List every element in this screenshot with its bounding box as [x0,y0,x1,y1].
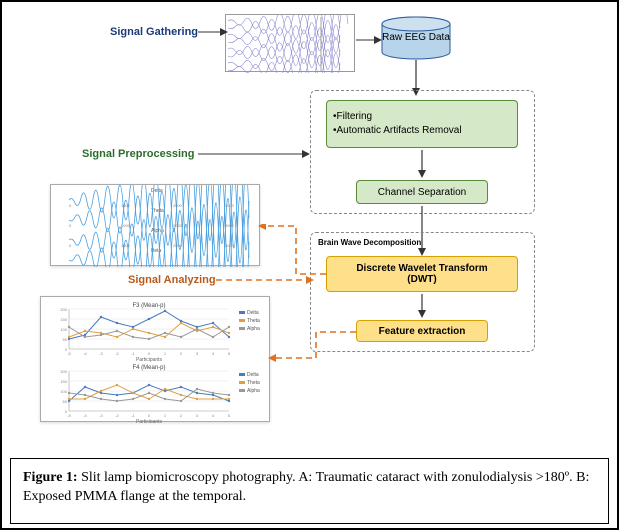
svg-text:1: 1 [164,413,167,418]
mini-chart-waves: Delta Theta Alpha Beta 0100020003000 010… [50,184,260,266]
svg-text:1: 1 [164,351,167,356]
dwt-line1: Discrete Wavelet Transform [356,263,487,274]
svg-text:4: 4 [212,413,215,418]
svg-text:150: 150 [60,379,67,384]
caption-bold: Figure 1: [23,470,78,485]
svg-text:3000: 3000 [225,223,235,228]
svg-text:-4: -4 [83,413,87,418]
svg-text:-5: -5 [67,413,71,418]
svg-text:2000: 2000 [173,203,183,208]
svg-text:Participants: Participants [136,357,163,363]
flowchart-diagram: Signal Gathering Raw EEG Data [10,10,609,440]
svg-text:2: 2 [180,413,183,418]
svg-text:200: 200 [60,307,67,312]
svg-text:5: 5 [228,413,231,418]
svg-text:Theta: Theta [247,318,260,324]
svg-text:Delta: Delta [247,310,259,316]
svg-text:50: 50 [63,399,68,404]
svg-text:Alpha: Alpha [247,326,260,332]
svg-text:-2: -2 [115,351,119,356]
svg-text:0: 0 [69,223,72,228]
svg-text:0: 0 [148,413,151,418]
svg-text:0: 0 [69,203,72,208]
svg-text:100: 100 [60,389,67,394]
raw-eeg-label: Raw EEG Data [376,32,456,43]
svg-text:-5: -5 [67,351,71,356]
svg-text:100: 100 [60,327,67,332]
svg-text:50: 50 [63,337,68,342]
svg-text:1000: 1000 [121,223,131,228]
svg-text:200: 200 [60,369,67,374]
feature-text: Feature extraction [379,326,466,337]
svg-text:2000: 2000 [173,243,183,248]
svg-text:-1: -1 [131,351,135,356]
svg-text:-1: -1 [131,413,135,418]
svg-text:-3: -3 [99,413,103,418]
svg-text:F4 (Mean-p): F4 (Mean-p) [132,365,165,371]
svg-text:5: 5 [228,351,231,356]
caption-text: Slit lamp biomicroscopy photography. A: … [23,470,589,504]
arrow-dwt-to-feature [416,294,428,318]
filtering-line2: •Automatic Artifacts Removal [333,124,511,138]
channel-sep-text: Channel Separation [378,187,466,198]
svg-text:2: 2 [180,351,183,356]
svg-text:-4: -4 [83,351,87,356]
eeg-waveform-preview [225,14,355,72]
label-signal-gathering: Signal Gathering [110,26,198,38]
brainwave-group-label: Brain Wave Decomposition [318,238,421,247]
filtering-box: •Filtering •Automatic Artifacts Removal [326,100,518,148]
svg-text:Theta: Theta [247,380,260,386]
arrow-preproc-to-group [198,150,310,160]
svg-text:3: 3 [196,413,199,418]
mini-chart-lines: F3 (Mean-p)050100150200-5-4-3-2-1012345P… [40,296,270,422]
label-signal-preprocessing: Signal Preprocessing [82,148,194,160]
arrow-eeg-to-db [356,36,382,46]
svg-text:1000: 1000 [121,203,131,208]
svg-text:4: 4 [212,351,215,356]
label-signal-analyzing: Signal Analyzing [128,274,216,286]
svg-text:3000: 3000 [225,243,235,248]
svg-text:1000: 1000 [121,243,131,248]
figure-caption: Figure 1: Slit lamp biomicroscopy photog… [10,458,609,524]
svg-text:Participants: Participants [136,419,163,423]
svg-text:0: 0 [148,351,151,356]
svg-text:3: 3 [196,351,199,356]
svg-text:150: 150 [60,317,67,322]
channel-separation-box: Channel Separation [356,180,488,204]
svg-text:2000: 2000 [173,223,183,228]
svg-text:-3: -3 [99,351,103,356]
svg-text:-2: -2 [115,413,119,418]
arrow-filter-to-channel [416,150,428,178]
dwt-line2: (DWT) [407,274,436,285]
svg-text:Alpha: Alpha [247,388,260,394]
svg-text:F3 (Mean-p): F3 (Mean-p) [132,303,165,309]
feature-extraction-box: Feature extraction [356,320,488,342]
arrow-gathering-to-eeg [198,28,228,38]
svg-text:Delta: Delta [247,372,259,378]
dwt-box: Discrete Wavelet Transform (DWT) [326,256,518,292]
filtering-line1: •Filtering [333,110,511,124]
dashed-analyzing-to-dwt [216,276,314,286]
svg-text:3000: 3000 [225,203,235,208]
svg-text:0: 0 [69,243,72,248]
